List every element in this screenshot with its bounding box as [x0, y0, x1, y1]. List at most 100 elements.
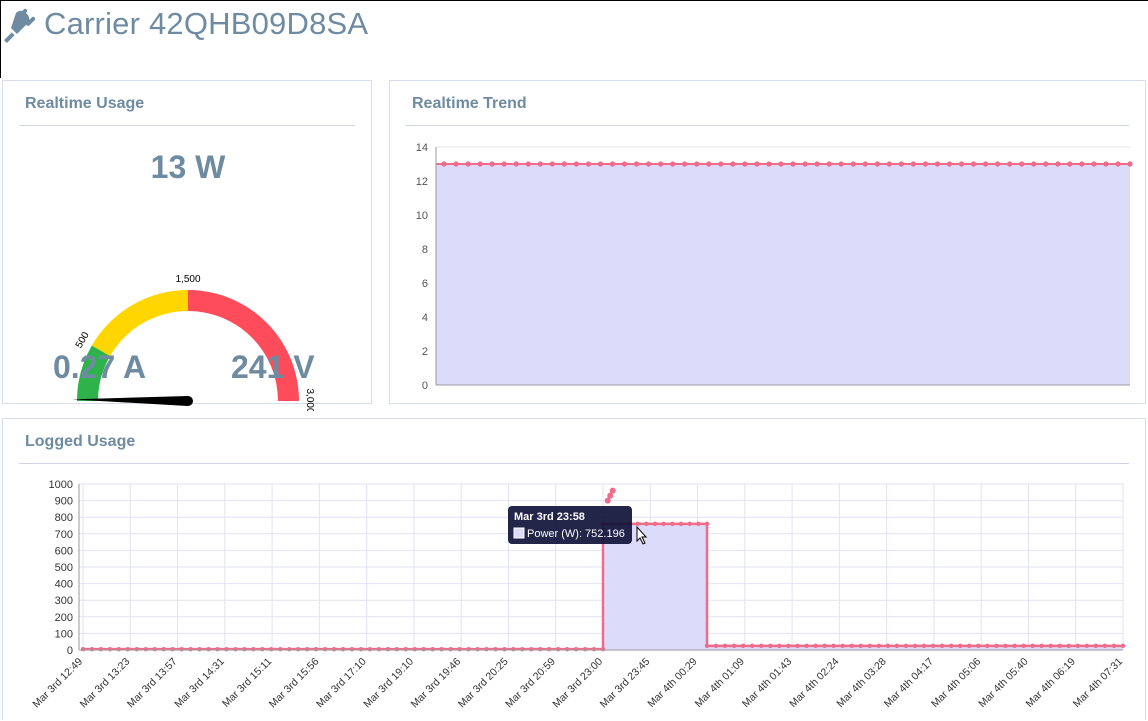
- trend-point: [874, 161, 880, 167]
- gauge-tick-label: 3,000: [304, 388, 315, 411]
- tooltip-title: Mar 3rd 23:58: [514, 511, 585, 523]
- logged-point: [750, 643, 755, 649]
- trend-point: [922, 161, 929, 167]
- logged-point: [1030, 643, 1035, 649]
- y-tick-label: 100: [55, 628, 73, 640]
- logged-point: [269, 646, 274, 652]
- logged-point: [885, 643, 891, 649]
- trend-point: [718, 161, 724, 167]
- logged-point: [976, 643, 981, 649]
- trend-point: [1007, 161, 1013, 167]
- trend-point: [453, 161, 459, 167]
- trend-point: [645, 161, 652, 167]
- trend-point: [1019, 161, 1025, 167]
- trend-point: [1103, 161, 1109, 167]
- logged-point: [89, 646, 95, 652]
- logged-point: [421, 646, 426, 652]
- logged-point: [1021, 643, 1026, 649]
- trend-point: [621, 161, 628, 167]
- logged-point: [385, 646, 391, 652]
- trend-point: [886, 161, 892, 167]
- logged-point: [251, 646, 256, 652]
- logged-point: [457, 646, 462, 652]
- trend-point: [1055, 161, 1061, 167]
- trend-point: [489, 161, 495, 167]
- logged-point: [985, 643, 990, 649]
- logged-point: [678, 521, 684, 527]
- logged-point: [376, 646, 382, 652]
- y-tick-label: 400: [55, 579, 73, 591]
- y-tick-label: 700: [55, 529, 73, 541]
- logged-point: [529, 646, 534, 652]
- trend-point: [742, 161, 748, 167]
- logged-point: [921, 643, 927, 649]
- logged-point: [867, 643, 872, 649]
- logged-point: [466, 646, 471, 652]
- logged-point: [134, 646, 139, 652]
- tooltip-swatch: [513, 527, 525, 539]
- logged-point: [1057, 643, 1062, 649]
- logged-point: [1120, 643, 1126, 649]
- logged-point: [804, 643, 809, 649]
- logged-point: [502, 646, 507, 652]
- logged-point: [582, 646, 588, 652]
- trend-point: [778, 161, 784, 167]
- logged-point: [948, 643, 954, 649]
- trend-point: [465, 161, 471, 167]
- logged-point: [652, 521, 658, 527]
- trend-point: [766, 161, 772, 167]
- trend-point: [910, 161, 916, 167]
- logged-point: [197, 646, 202, 652]
- logged-point: [894, 643, 900, 649]
- gauge-band-2: [188, 290, 299, 401]
- trend-point: [826, 161, 832, 167]
- logged-point: [170, 646, 175, 652]
- panel-divider: [406, 125, 1129, 126]
- y-tick-label: 200: [55, 612, 73, 624]
- logged-point: [80, 646, 86, 652]
- logged-point: [1102, 643, 1108, 649]
- trend-point: [501, 161, 507, 167]
- voltage-readout: 241 V: [231, 349, 315, 385]
- logged-point: [876, 643, 882, 649]
- trend-point: [1043, 161, 1049, 167]
- logged-usage-title: Logged Usage: [25, 433, 136, 450]
- logged-point: [840, 643, 845, 649]
- logged-point: [520, 646, 525, 652]
- logged-point: [322, 646, 328, 652]
- gauge-needle-hub: [183, 396, 193, 406]
- logged-point: [1048, 643, 1053, 649]
- y-tick-label: 2: [422, 346, 428, 358]
- logged-point: [439, 646, 444, 652]
- gauge-tick-label: 1,500: [175, 274, 200, 285]
- plug-icon: [4, 8, 36, 43]
- logged-point: [349, 646, 355, 652]
- y-tick-label: 800: [55, 512, 73, 524]
- y-tick-label: 10: [416, 210, 428, 222]
- logged-usage-chart[interactable]: 0 100 200 300 400 500 600 700 800 900 1000 Mar 3rd …: [3, 469, 1147, 721]
- realtime-trend-chart[interactable]: 0 2 4 6 8 10 12 14: [390, 133, 1147, 403]
- trend-point: [1127, 161, 1133, 167]
- trend-point: [658, 161, 664, 167]
- logged-point: [1039, 643, 1044, 649]
- logged-point: [313, 646, 319, 652]
- logged-point: [1003, 643, 1008, 649]
- realtime-trend-title: Realtime Trend: [412, 95, 527, 112]
- logged-area-segment: [603, 523, 707, 650]
- logged-point: [903, 643, 909, 649]
- y-tick-label: 8: [422, 244, 428, 256]
- logged-point: [555, 646, 561, 652]
- logged-point: [242, 646, 247, 652]
- logged-point: [511, 646, 516, 652]
- logged-point: [994, 643, 999, 649]
- trend-point: [958, 161, 965, 167]
- y-tick-label: 0: [67, 645, 73, 657]
- trend-point: [970, 161, 977, 167]
- y-tick-label: 500: [55, 562, 73, 574]
- logged-point: [813, 643, 818, 649]
- current-readout: 0.27 A: [53, 349, 147, 385]
- logged-point: [116, 646, 122, 652]
- y-tick-label: 4: [422, 312, 428, 324]
- trend-point: [477, 161, 483, 167]
- logged-point: [731, 643, 737, 649]
